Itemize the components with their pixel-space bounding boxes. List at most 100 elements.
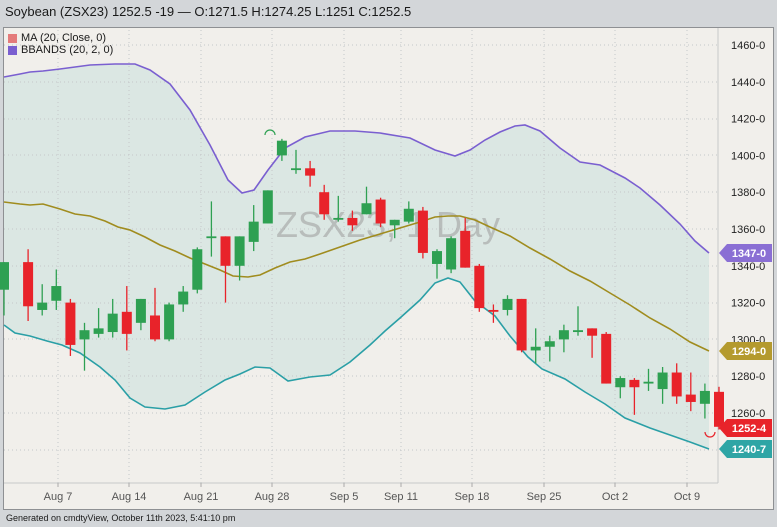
candle[interactable]: [135, 298, 146, 331]
candle[interactable]: [361, 186, 372, 215]
candle[interactable]: [248, 205, 259, 252]
candle[interactable]: [291, 149, 301, 174]
price-tags: 1347-0 1294-0 1252-4 1240-7: [719, 244, 772, 458]
candle[interactable]: [389, 219, 400, 239]
ma-tag: 1294-0: [719, 342, 772, 360]
y-tick-label: 1460-0: [731, 40, 765, 52]
y-tick-label: 1340-0: [731, 261, 765, 273]
y-tick-label: 1320-0: [731, 298, 765, 310]
bollinger-band-fill: [4, 64, 709, 449]
y-tick-label: 1380-0: [731, 187, 765, 199]
bollinger-lower-line: [3, 277, 710, 450]
candle[interactable]: [23, 249, 34, 321]
candle[interactable]: [587, 328, 598, 358]
svg-text:1347-0: 1347-0: [732, 248, 766, 260]
candle[interactable]: [417, 206, 428, 259]
candle[interactable]: [79, 322, 90, 371]
candle[interactable]: [516, 298, 527, 353]
candle[interactable]: [37, 284, 48, 316]
x-tick-label: Sep 18: [455, 491, 490, 503]
grid: [4, 30, 718, 483]
legend-label-ma: MA (20, Close, 0): [21, 32, 106, 44]
x-tick-label: Sep 11: [384, 491, 418, 503]
candle[interactable]: [220, 236, 231, 303]
candle[interactable]: [319, 184, 330, 220]
x-tick-label: Aug 7: [44, 491, 73, 503]
y-tick-label: 1420-0: [731, 114, 765, 126]
candle[interactable]: [629, 378, 640, 415]
swing-low-marker: [704, 431, 716, 438]
y-tick-label: 1440-0: [731, 77, 765, 89]
candle[interactable]: [178, 286, 189, 312]
legend-item-ma[interactable]: MA (20, Close, 0): [8, 32, 113, 44]
candle[interactable]: [573, 306, 583, 336]
candle[interactable]: [432, 249, 442, 279]
bollinger-upper-line: [3, 63, 710, 254]
last-price-tag: 1252-4: [719, 419, 772, 437]
candle[interactable]: [164, 302, 175, 342]
footer-generated-text: Generated on cmdtyView, October 11th 202…: [6, 513, 236, 523]
x-tick-label: Oct 2: [602, 491, 628, 503]
x-tick-label: Sep 5: [330, 491, 359, 503]
y-tick-label: 1280-0: [731, 371, 765, 383]
x-tick-label: Aug 21: [184, 491, 219, 503]
svg-text:1294-0: 1294-0: [732, 346, 766, 358]
moving-average-line: [3, 201, 710, 352]
candle[interactable]: [65, 298, 76, 356]
candle[interactable]: [488, 304, 499, 323]
candle[interactable]: [347, 210, 358, 231]
y-tick-label: 1360-0: [731, 224, 765, 236]
x-tick-label: Sep 25: [527, 491, 562, 503]
candlesticks[interactable]: [0, 138, 724, 430]
bbands-swatch-icon: [8, 45, 17, 55]
y-tick-label: 1260-0: [731, 408, 765, 420]
candle[interactable]: [685, 372, 696, 412]
candle[interactable]: [714, 386, 724, 430]
y-tick-label: 1400-0: [731, 150, 765, 162]
candle[interactable]: [375, 197, 386, 228]
candle[interactable]: [643, 368, 654, 391]
candle[interactable]: [446, 236, 457, 274]
candle[interactable]: [460, 217, 471, 268]
x-tick-label: Aug 28: [255, 491, 290, 503]
candle[interactable]: [544, 335, 555, 362]
legend: MA (20, Close, 0) BBANDS (20, 2, 0): [8, 32, 113, 56]
candle[interactable]: [305, 160, 316, 187]
candle[interactable]: [333, 195, 344, 222]
chart-title: Soybean (ZSX23) 1252.5 -19 — O:1271.5 H:…: [5, 4, 412, 19]
candle[interactable]: [262, 190, 273, 224]
candle[interactable]: [474, 263, 485, 312]
x-axis-labels: Aug 7 Aug 14 Aug 21 Aug 28 Sep 5 Sep 11 Sep 18…: [44, 483, 700, 503]
upper-band-tag: 1347-0: [719, 244, 772, 262]
candle[interactable]: [699, 383, 710, 419]
candle[interactable]: [150, 287, 160, 342]
ma-swatch-icon: [8, 33, 17, 43]
legend-item-bbands[interactable]: BBANDS (20, 2, 0): [8, 44, 113, 56]
candle[interactable]: [234, 236, 245, 281]
candle[interactable]: [601, 332, 612, 384]
candle[interactable]: [121, 286, 132, 351]
candle[interactable]: [502, 295, 513, 316]
legend-label-bbands: BBANDS (20, 2, 0): [21, 44, 114, 56]
svg-text:1252-4: 1252-4: [732, 423, 767, 435]
candle[interactable]: [403, 201, 414, 224]
candle[interactable]: [615, 376, 626, 399]
swing-high-marker: [264, 129, 276, 136]
candle[interactable]: [0, 262, 9, 316]
candle[interactable]: [93, 308, 104, 338]
candle[interactable]: [530, 328, 541, 364]
svg-text:1240-7: 1240-7: [732, 444, 766, 456]
candle[interactable]: [657, 367, 668, 404]
candle[interactable]: [206, 201, 217, 257]
x-tick-label: Oct 9: [674, 491, 700, 503]
y-axis-labels: 1460-0 1440-0 1420-0 1400-0 1380-0 1360-0 1340…: [731, 40, 765, 420]
candle[interactable]: [107, 298, 118, 338]
candle[interactable]: [276, 138, 287, 161]
candle[interactable]: [558, 324, 569, 353]
lower-band-tag: 1240-7: [719, 440, 772, 458]
candle[interactable]: [51, 269, 62, 310]
x-tick-label: Aug 14: [112, 491, 147, 503]
candle[interactable]: [192, 247, 203, 294]
candle[interactable]: [671, 363, 682, 404]
